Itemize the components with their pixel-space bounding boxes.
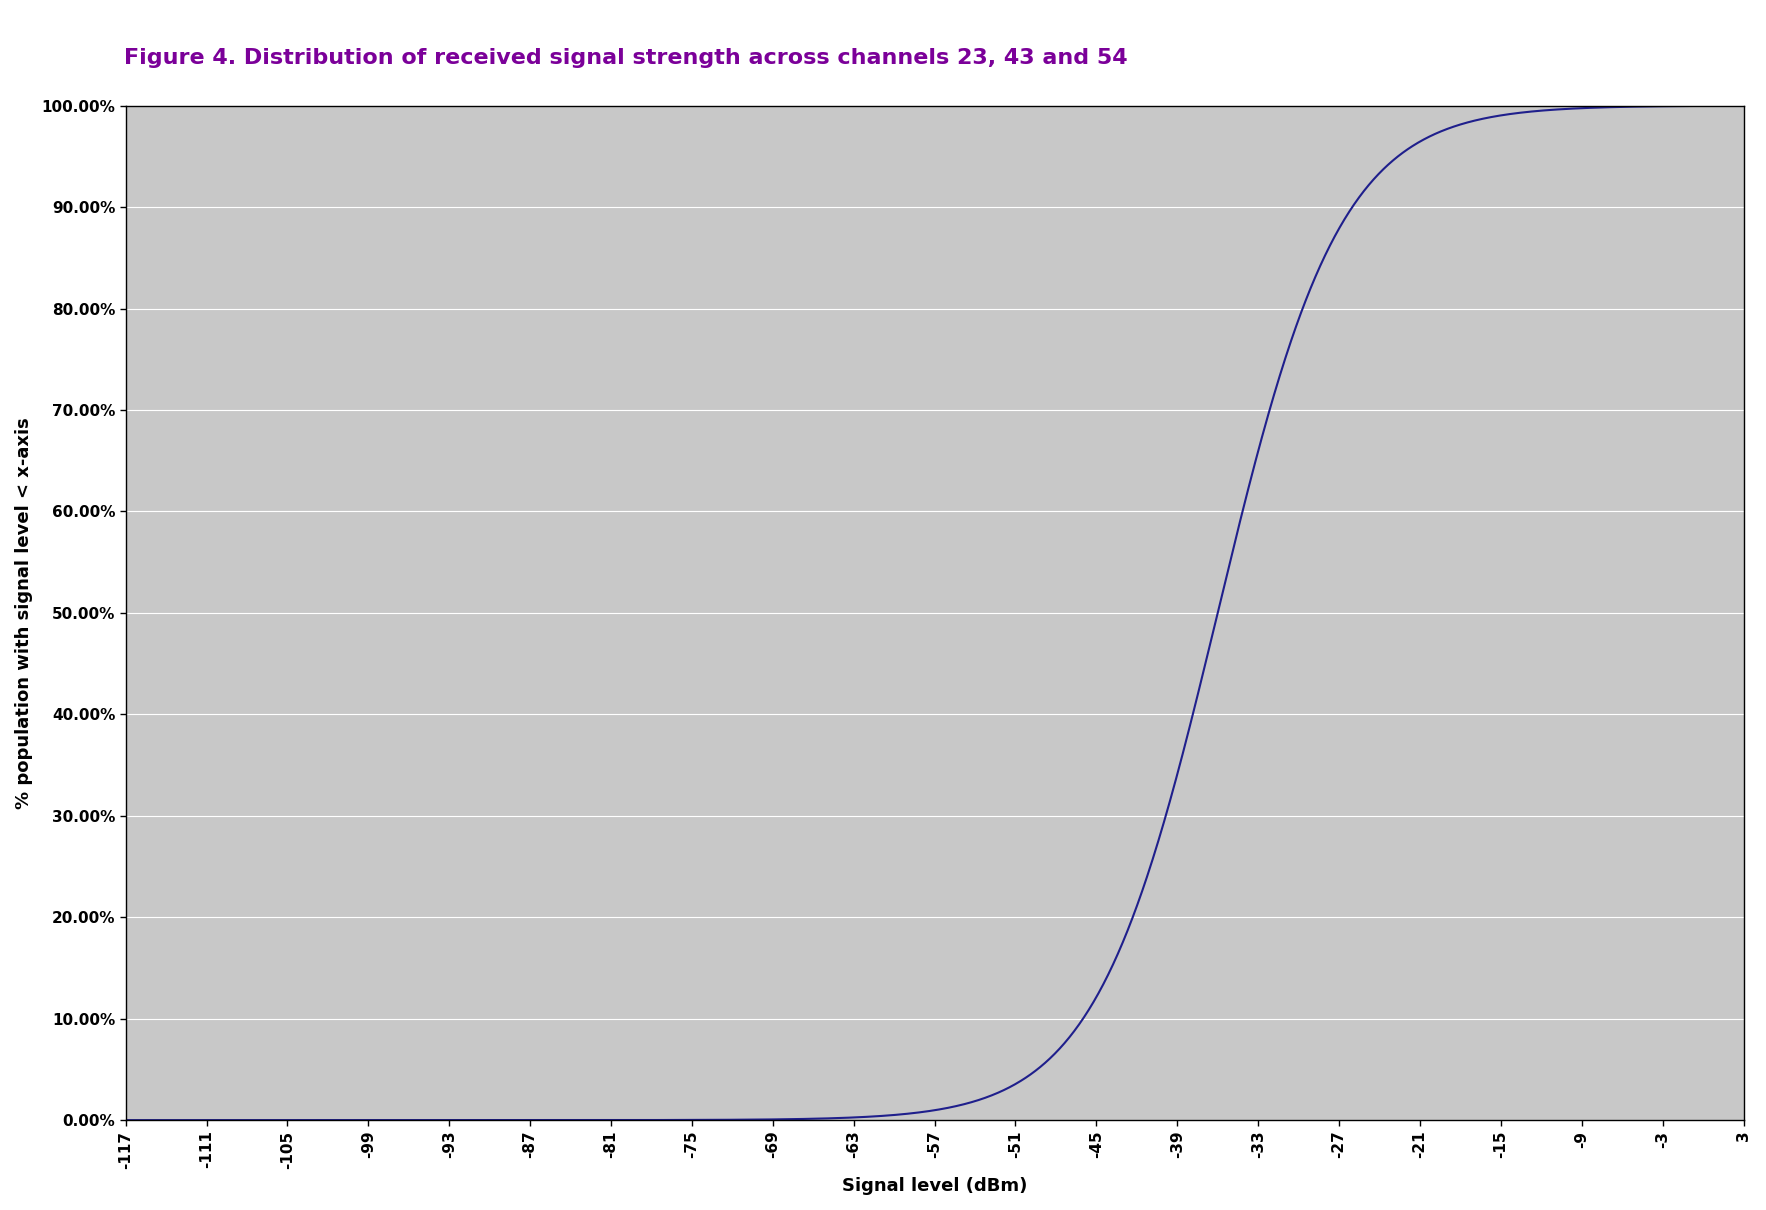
X-axis label: Signal level (dBm): Signal level (dBm) — [842, 1177, 1028, 1195]
Y-axis label: % population with signal level < x-axis: % population with signal level < x-axis — [14, 417, 34, 808]
Text: Figure 4. Distribution of received signal strength across channels 23, 43 and 54: Figure 4. Distribution of received signa… — [124, 48, 1127, 69]
